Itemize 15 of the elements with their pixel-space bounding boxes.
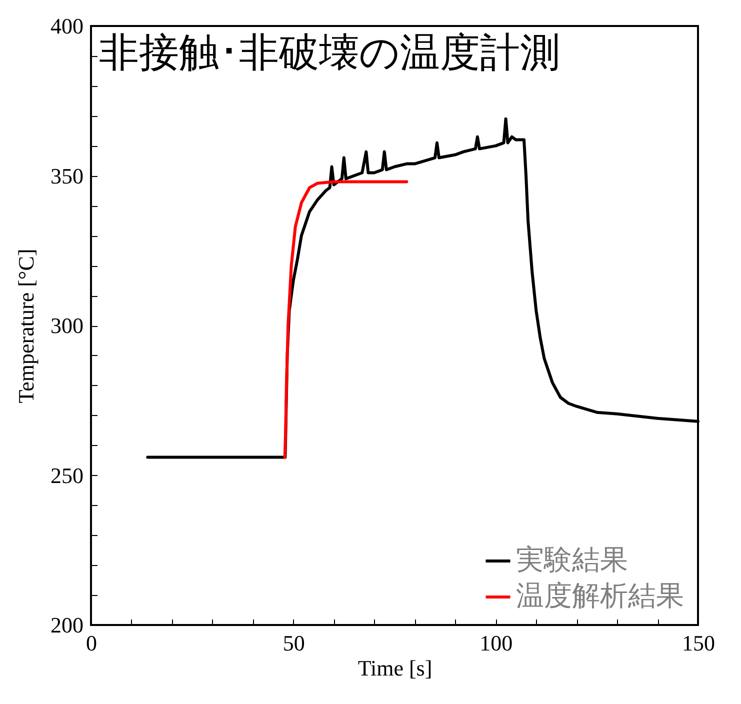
legend-label: 温度解析結果	[516, 579, 684, 612]
x-tick-label: 0	[86, 630, 97, 656]
line-series	[283, 180, 408, 459]
x-axis-title: Time [s]	[358, 656, 432, 680]
y-tick-label: 350	[50, 163, 84, 188]
x-tick-label: 50	[282, 630, 305, 656]
y-axis-title: Temperature [°C]	[14, 248, 38, 404]
chart-title: 非接触･非破壊の温度計測	[99, 30, 560, 76]
y-tick-label: 300	[50, 313, 84, 338]
x-tick-label: 150	[682, 630, 715, 656]
y-tick-label: 400	[50, 14, 84, 38]
legend-label: 実験結果	[516, 543, 628, 576]
y-tick-label: 250	[50, 462, 84, 488]
x-tick-label: 100	[480, 630, 513, 656]
y-tick-label: 200	[50, 612, 84, 638]
